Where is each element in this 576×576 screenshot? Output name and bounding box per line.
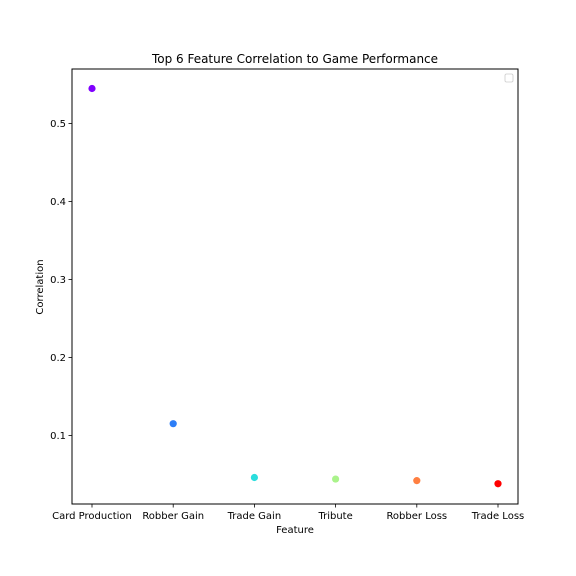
y-tick-label: 0.2 xyxy=(50,353,66,364)
axes-frame xyxy=(71,68,519,505)
y-axis: 0.1 0.2 0.3 0.4 0.5 xyxy=(50,119,72,442)
data-point xyxy=(88,84,96,93)
y-tick-label: 0.4 xyxy=(50,197,66,208)
data-point xyxy=(494,480,502,488)
y-axis-label: Correlation xyxy=(35,259,46,314)
data-point xyxy=(413,477,421,485)
data-point xyxy=(169,420,177,428)
y-tick-label: 0.5 xyxy=(50,119,66,130)
y-tick-label: 0.3 xyxy=(50,275,66,286)
x-tick-label: Card Production xyxy=(52,511,132,522)
data-point xyxy=(332,475,340,483)
legend-box xyxy=(504,73,514,83)
x-axis-label: Feature xyxy=(276,525,314,536)
y-tick-label: 0.1 xyxy=(50,431,66,442)
x-tick-label: Robber Gain xyxy=(142,511,204,522)
x-tick-label: Tribute xyxy=(317,511,352,522)
x-tick-label: Trade Gain xyxy=(227,511,282,522)
x-axis: Card Production Robber Gain Trade Gain Trib… xyxy=(52,504,524,522)
x-tick-label: Robber Loss xyxy=(386,511,447,522)
plot-area xyxy=(71,68,519,505)
data-point xyxy=(250,473,258,482)
x-tick-label: Trade Loss xyxy=(471,511,525,522)
data-points xyxy=(88,84,502,488)
chart-title: Top 6 Feature Correlation to Game Perfor… xyxy=(151,52,438,66)
